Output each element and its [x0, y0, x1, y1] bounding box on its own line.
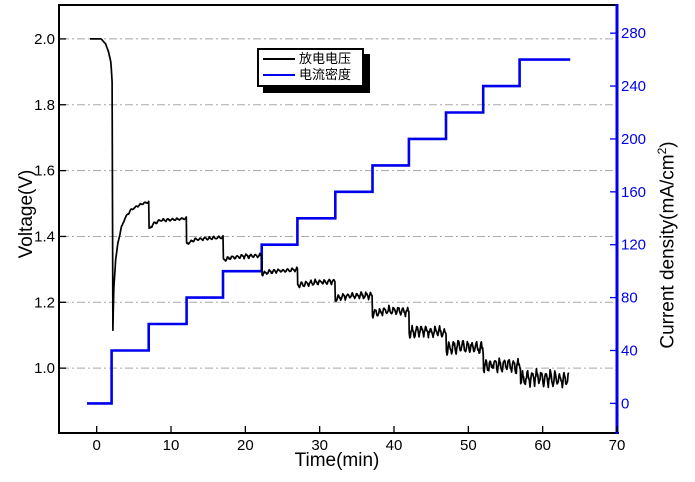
- x-tick-label: 0: [93, 437, 101, 454]
- right-tick-label: 40: [621, 342, 638, 359]
- legend-label-voltage: 放电电压: [299, 51, 352, 66]
- x-tick-label: 20: [237, 437, 254, 454]
- axis-tick-labels: 0 10 20 30 40 50 60 70 1.0 1.2 1.4 1.6 1.8 2.0 0 40 80 12…: [34, 25, 646, 454]
- right-tick-label: 200: [621, 131, 646, 148]
- x-tick-label: 60: [534, 437, 551, 454]
- legend-item-current: 电流密度: [263, 68, 362, 82]
- current-line-swatch: [263, 74, 295, 76]
- gridlines: [61, 38, 615, 369]
- left-axis-title-text: Voltage(V): [16, 169, 37, 259]
- right-axis-title-text: Current density(mA/cm: [657, 154, 679, 349]
- x-tick-label: 70: [609, 437, 626, 454]
- right-tick-label: 160: [621, 184, 646, 201]
- x-tick-label: 40: [386, 437, 403, 454]
- discharge-voltage-series: [89, 38, 570, 389]
- right-axis-title: Current density(mA/cm2): [650, 101, 678, 389]
- voltage-line-swatch: [263, 58, 295, 60]
- legend: 放电电压 电流密度: [257, 48, 364, 87]
- left-tick-label: 1.8: [34, 97, 55, 114]
- legend-item-voltage: 放电电压: [263, 52, 362, 66]
- left-tick-label: 2.0: [34, 31, 55, 48]
- right-tick-label: 120: [621, 237, 646, 254]
- right-tick-label: 280: [621, 25, 646, 42]
- right-axis-title-sup: 2: [655, 147, 669, 155]
- x-axis-title-text: Time(min): [294, 450, 380, 471]
- x-axis-title: Time(min): [227, 450, 447, 472]
- x-tick-label: 10: [163, 437, 180, 454]
- x-tick-label: 50: [460, 437, 477, 454]
- left-tick-label: 1.2: [34, 294, 55, 311]
- x-tick-label: 30: [311, 437, 328, 454]
- left-tick-label: 1.6: [34, 163, 55, 180]
- axes-frame: [58, 4, 619, 434]
- left-tick-label: 1.4: [34, 228, 55, 245]
- right-tick-label: 240: [621, 78, 646, 95]
- current-density-series: [87, 58, 571, 405]
- left-tick-label: 1.0: [34, 360, 55, 377]
- discharge-voltage-curve: [89, 38, 570, 389]
- axis-ticks: [60, 32, 618, 432]
- current-density-curve: [87, 58, 571, 405]
- legend-label-current: 电流密度: [299, 67, 352, 82]
- left-axis-title: Voltage(V): [15, 104, 39, 324]
- right-axis-title-close: ): [657, 141, 679, 148]
- right-tick-label: 0: [621, 395, 629, 412]
- right-tick-label: 80: [621, 290, 638, 307]
